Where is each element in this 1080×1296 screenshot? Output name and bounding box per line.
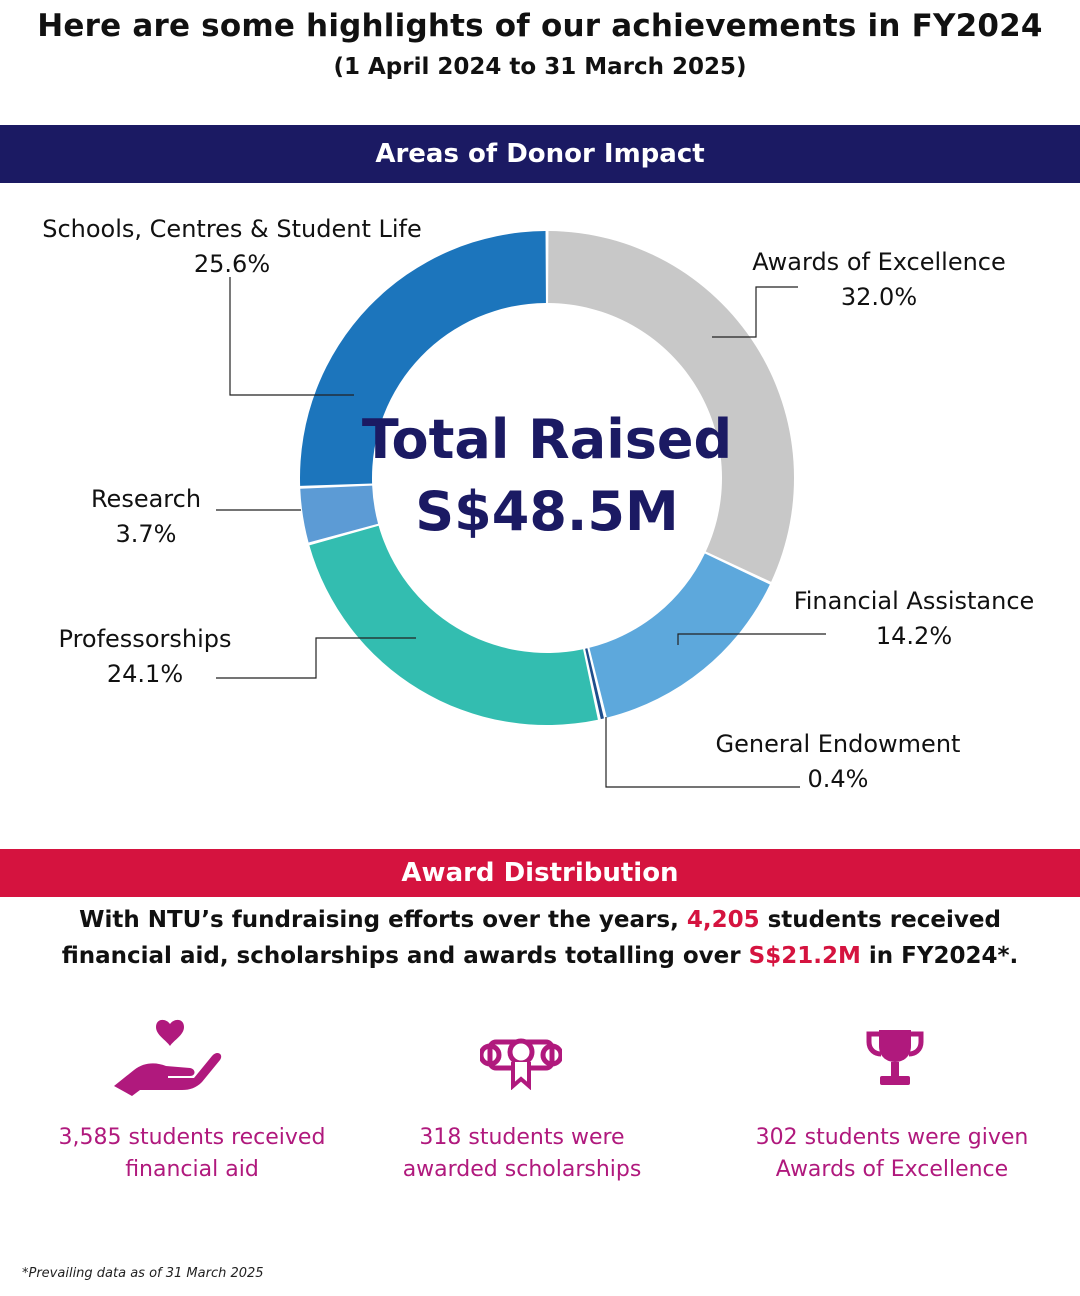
heart-hand-icon (114, 1019, 222, 1096)
label-professorships-name: Professorships (58, 625, 232, 653)
trophy-icon (866, 1030, 924, 1085)
slice-professorships (309, 525, 598, 725)
stat-scholarships: 318 students were awarded scholarships (352, 1122, 692, 1186)
students-total-highlight: 4,205 (686, 907, 760, 933)
label-research: Research 3.7% (80, 482, 212, 552)
stat-financial-aid-line-2: financial aid (125, 1157, 259, 1182)
slice-general-endowment (585, 648, 604, 720)
award-summary-text: With NTU’s fundraising efforts over the … (79, 907, 687, 933)
page-subtitle: (1 April 2024 to 31 March 2025) (333, 54, 747, 80)
leader-line-financial-assistance (677, 633, 826, 645)
award-summary-text: in FY2024*. (860, 943, 1019, 969)
label-awards-of-excellence: Awards of Excellence 32.0% (748, 245, 1010, 315)
stat-awards-line-1: 302 students were given (755, 1125, 1029, 1150)
stat-financial-aid-line-1: 3,585 students received (58, 1125, 326, 1150)
donor-impact-donut-chart (216, 231, 826, 788)
slice-schools-centres (300, 231, 546, 486)
leader-line-awards-of-excellence (712, 286, 798, 338)
label-schools-centres: Schools, Centres & Student Life 25.6% (30, 212, 434, 282)
label-general-endowment-value: 0.4% (807, 765, 869, 793)
award-summary-line-1: With NTU’s fundraising efforts over the … (0, 902, 1080, 938)
label-research-name: Research (90, 485, 202, 513)
footnote: *Prevailing data as of 31 March 2025 (22, 1266, 264, 1281)
leader-line-general-endowment (605, 717, 800, 788)
label-awards-of-excellence-name: Awards of Excellence (752, 248, 1006, 276)
label-research-value: 3.7% (115, 520, 177, 548)
label-professorships-value: 24.1% (106, 660, 184, 688)
label-financial-assistance-name: Financial Assistance (793, 587, 1035, 615)
award-distribution-heading: Award Distribution (0, 849, 1080, 897)
award-summary-text: students received (759, 907, 1001, 933)
total-raised-label: Total Raised (361, 408, 733, 471)
page-title: Here are some highlights of our achievem… (37, 8, 1043, 44)
award-summary-line-2: financial aid, scholarships and awards t… (0, 938, 1080, 974)
label-schools-centres-name: Schools, Centres & Student Life (42, 215, 422, 243)
label-financial-assistance-value: 14.2% (875, 622, 953, 650)
total-raised-value: S$48.5M (415, 480, 679, 543)
slice-awards-of-excellence (548, 231, 794, 582)
leader-line-professorships (216, 637, 416, 679)
label-general-endowment: General Endowment 0.4% (712, 727, 964, 797)
label-general-endowment-name: General Endowment (715, 730, 961, 758)
leader-line-schools-centres (229, 277, 354, 396)
stat-scholarships-line-2: awarded scholarships (402, 1157, 642, 1182)
label-schools-centres-value: 25.6% (193, 250, 271, 278)
stat-awards-line-2: Awards of Excellence (775, 1157, 1009, 1182)
stat-awards-of-excellence: 302 students were given Awards of Excell… (722, 1122, 1062, 1186)
slice-financial-assistance (589, 553, 770, 718)
slice-research (300, 485, 379, 543)
stat-financial-aid: 3,585 students received financial aid (22, 1122, 362, 1186)
scholarship-scroll-icon (480, 1038, 562, 1090)
label-awards-of-excellence-value: 32.0% (840, 283, 918, 311)
stat-scholarships-line-1: 318 students were (419, 1125, 625, 1150)
donor-impact-heading: Areas of Donor Impact (0, 125, 1080, 183)
label-financial-assistance: Financial Assistance 14.2% (790, 584, 1038, 654)
award-summary-text: financial aid, scholarships and awards t… (61, 943, 749, 969)
amount-total-highlight: S$21.2M (748, 943, 861, 969)
label-professorships: Professorships 24.1% (48, 622, 242, 692)
